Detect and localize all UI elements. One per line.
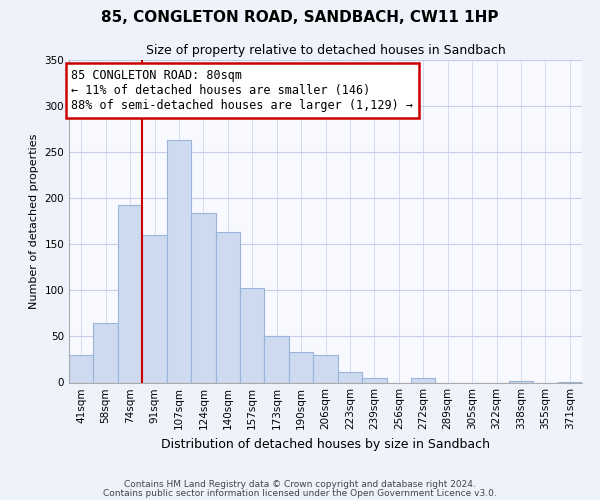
Bar	[215, 232, 240, 382]
Text: Contains public sector information licensed under the Open Government Licence v3: Contains public sector information licen…	[103, 489, 497, 498]
Bar	[142, 235, 167, 382]
Bar	[362, 378, 386, 382]
X-axis label: Distribution of detached houses by size in Sandbach: Distribution of detached houses by size …	[161, 438, 490, 451]
Bar	[411, 378, 436, 382]
Bar	[289, 352, 313, 382]
Bar	[313, 355, 338, 382]
Bar	[509, 380, 533, 382]
Bar	[69, 355, 94, 382]
Bar	[118, 204, 142, 382]
Bar	[265, 336, 289, 382]
Bar	[191, 213, 215, 382]
Y-axis label: Number of detached properties: Number of detached properties	[29, 134, 39, 309]
Bar	[240, 288, 265, 382]
Bar	[338, 372, 362, 382]
Text: 85 CONGLETON ROAD: 80sqm
← 11% of detached houses are smaller (146)
88% of semi-: 85 CONGLETON ROAD: 80sqm ← 11% of detach…	[71, 69, 413, 112]
Text: Contains HM Land Registry data © Crown copyright and database right 2024.: Contains HM Land Registry data © Crown c…	[124, 480, 476, 489]
Text: 85, CONGLETON ROAD, SANDBACH, CW11 1HP: 85, CONGLETON ROAD, SANDBACH, CW11 1HP	[101, 10, 499, 25]
Bar	[167, 140, 191, 382]
Bar	[94, 322, 118, 382]
Title: Size of property relative to detached houses in Sandbach: Size of property relative to detached ho…	[146, 44, 505, 58]
